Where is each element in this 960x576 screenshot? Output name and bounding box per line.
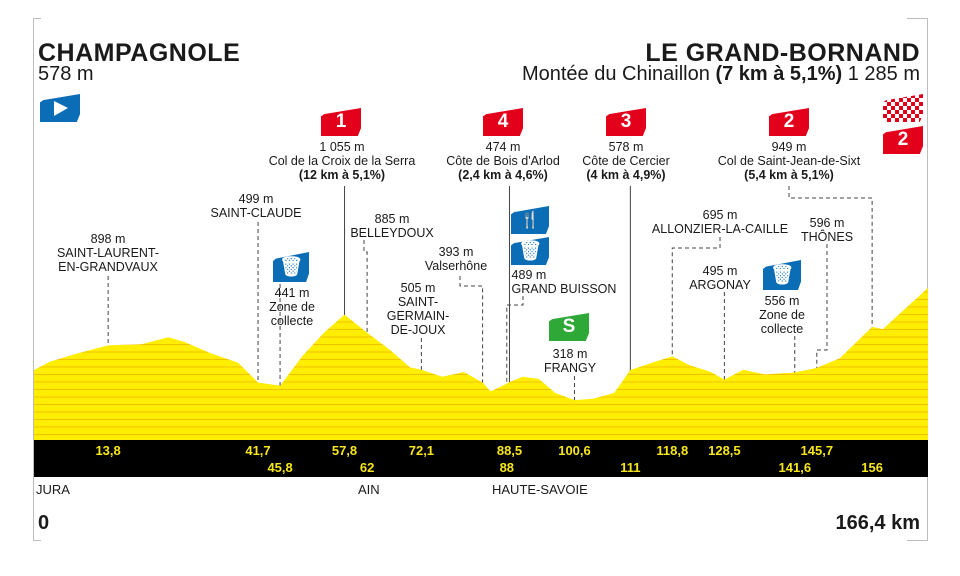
- place-altitude: 393 m: [438, 245, 474, 259]
- distance-start: 0: [38, 512, 50, 534]
- km-marker: 72,1: [408, 443, 435, 458]
- km-marker: 100,6: [558, 443, 591, 458]
- km-marker: 45,8: [267, 460, 293, 475]
- leader-allonzier: [671, 237, 721, 440]
- place-saint-laurent: 898 m SAINT-LAURENT- EN-GRANDVAUX: [57, 232, 159, 274]
- place-name: THÔNES: [800, 230, 854, 244]
- place-altitude: 885 m: [374, 212, 410, 226]
- place-allonzier: 695 m ALLONZIER-LA-CAILLE: [652, 208, 788, 236]
- climb-detail: (2,4 km à 4,6%): [458, 168, 548, 182]
- place-altitude: 596 m: [809, 216, 845, 230]
- place-grand-buisson: 489 m GRAND BUISSON: [512, 268, 617, 296]
- place-argonay: 495 m ARGONAY: [689, 264, 751, 292]
- climb-detail: (5,4 km à 5,1%): [744, 168, 834, 182]
- finish-climb-name: Montée du Chinaillon: [521, 63, 710, 85]
- climb-badge-2: 2: [769, 108, 809, 136]
- km-marker: 41,7: [245, 443, 271, 458]
- place-altitude: 695 m: [702, 208, 738, 222]
- km-marker: 13,8: [95, 443, 121, 458]
- place-altitude: 441 m: [274, 286, 310, 300]
- place-name: ARGONAY: [689, 278, 751, 292]
- place-name: SAINT-CLAUDE: [210, 206, 302, 220]
- place-name: SAINT-LAURENT-: [56, 246, 160, 260]
- climb-label-bois-arlod: 474 m Côte de Bois d'Arlod (2,4 km à 4,6…: [446, 140, 560, 182]
- km-marker: 57,8: [331, 443, 358, 458]
- start-town: CHAMPAGNOLE: [38, 39, 241, 67]
- place-name: ALLONZIER-LA-CAILLE: [651, 222, 789, 236]
- frame-right-top: [907, 18, 928, 19]
- km-marker: 88,5: [496, 443, 523, 458]
- place-name: EN-GRANDVAUX: [58, 260, 158, 274]
- climb-name: Col de la Croix de la Serra: [268, 154, 416, 168]
- place-name: GERMAIN-: [386, 309, 450, 323]
- department-haute-savoie: HAUTE-SAVOIE: [492, 482, 588, 497]
- climb-altitude: 578 m: [608, 140, 644, 154]
- place-name: FRANGY: [543, 361, 597, 375]
- km-marker: 88: [499, 460, 515, 475]
- place-thones: 596 m THÔNES: [801, 216, 853, 244]
- place-saint-claude: 499 m SAINT-CLAUDE: [211, 192, 302, 220]
- leader-valserhone: [459, 276, 484, 440]
- waste-bin-icon: 🗑: [763, 260, 801, 290]
- frame-left: [33, 18, 34, 541]
- place-name: DE-JOUX: [390, 323, 446, 337]
- climb-label-cercier: 578 m Côte de Cercier (4 km à 4,9%): [582, 140, 670, 182]
- finish-climb-detail: (7 km à 5,1%): [715, 63, 843, 85]
- km-marker: 118,8: [656, 443, 689, 458]
- finish-subtitle: Montée du Chinaillon (7 km à 5,1%) 1 285…: [522, 63, 920, 85]
- place-name: BELLEYDOUX: [350, 226, 434, 240]
- place-altitude: 489 m: [511, 268, 547, 282]
- start-altitude: 578 m: [38, 63, 94, 85]
- frame-right-bottom: [907, 540, 928, 541]
- place-altitude: 495 m: [702, 264, 738, 278]
- place-name: collecte: [270, 314, 314, 328]
- km-marker: 156: [861, 460, 883, 475]
- place-frangy: 318 m FRANGY: [544, 347, 596, 375]
- distance-end: 166,4 km: [835, 512, 920, 534]
- km-marker: 145,7: [800, 443, 834, 458]
- finish-altitude: 1 285 m: [847, 63, 920, 85]
- climb-name: Côte de Bois d'Arlod: [446, 154, 560, 168]
- climb-altitude: 474 m: [485, 140, 521, 154]
- waste-bin-icon: 🗑: [511, 237, 549, 265]
- place-name: Zone de: [269, 300, 315, 314]
- climb-name: Côte de Cercier: [582, 154, 670, 168]
- climb-name: Col de Saint-Jean-de-Sixt: [717, 154, 861, 168]
- place-belleydoux: 885 m BELLEYDOUX: [350, 212, 433, 240]
- department-ain: AIN: [358, 482, 380, 497]
- place-name: collecte: [760, 322, 804, 336]
- climb-detail: (12 km à 5,1%): [298, 168, 386, 182]
- place-name: SAINT-: [397, 295, 439, 309]
- frame-left-top: [33, 18, 41, 19]
- place-altitude: 505 m: [400, 281, 436, 295]
- frame-right: [927, 18, 928, 541]
- km-bar: [34, 440, 928, 477]
- climb-label-saint-jean-de-sixt: 949 m Col de Saint-Jean-de-Sixt (5,4 km …: [718, 140, 860, 182]
- place-altitude: 898 m: [90, 232, 126, 246]
- climb-detail: (4 km à 4,9%): [586, 168, 666, 182]
- place-name: Zone de: [759, 308, 805, 322]
- department-jura: JURA: [36, 482, 70, 497]
- finish-town: LE GRAND-BORNAND: [645, 39, 920, 67]
- climb-label-croix-serra: 1 055 m Col de la Croix de la Serra (12 …: [269, 140, 416, 182]
- place-name: GRAND BUISSON: [511, 282, 617, 296]
- place-valserhone: 393 m Valserhône: [425, 245, 487, 273]
- km-marker: 141,6: [778, 460, 812, 475]
- place-altitude: 556 m: [764, 294, 800, 308]
- frame-left-bottom: [33, 540, 41, 541]
- leader-grand-buisson: [506, 296, 524, 440]
- place-name: Valserhône: [424, 259, 488, 273]
- place-collecte-1: 441 m Zone de collecte: [269, 286, 315, 328]
- place-altitude: 499 m: [238, 192, 274, 206]
- km-marker: 62: [359, 460, 375, 475]
- place-altitude: 318 m: [552, 347, 588, 361]
- km-marker: 128,5: [708, 443, 741, 458]
- place-collecte-2: 556 m Zone de collecte: [759, 294, 805, 336]
- climb-altitude: 949 m: [771, 140, 807, 154]
- km-marker: 111: [620, 460, 641, 475]
- place-saint-germain: 505 m SAINT- GERMAIN- DE-JOUX: [387, 281, 450, 337]
- climb-altitude: 1 055 m: [319, 140, 365, 154]
- elevation-profile-area: [34, 287, 928, 440]
